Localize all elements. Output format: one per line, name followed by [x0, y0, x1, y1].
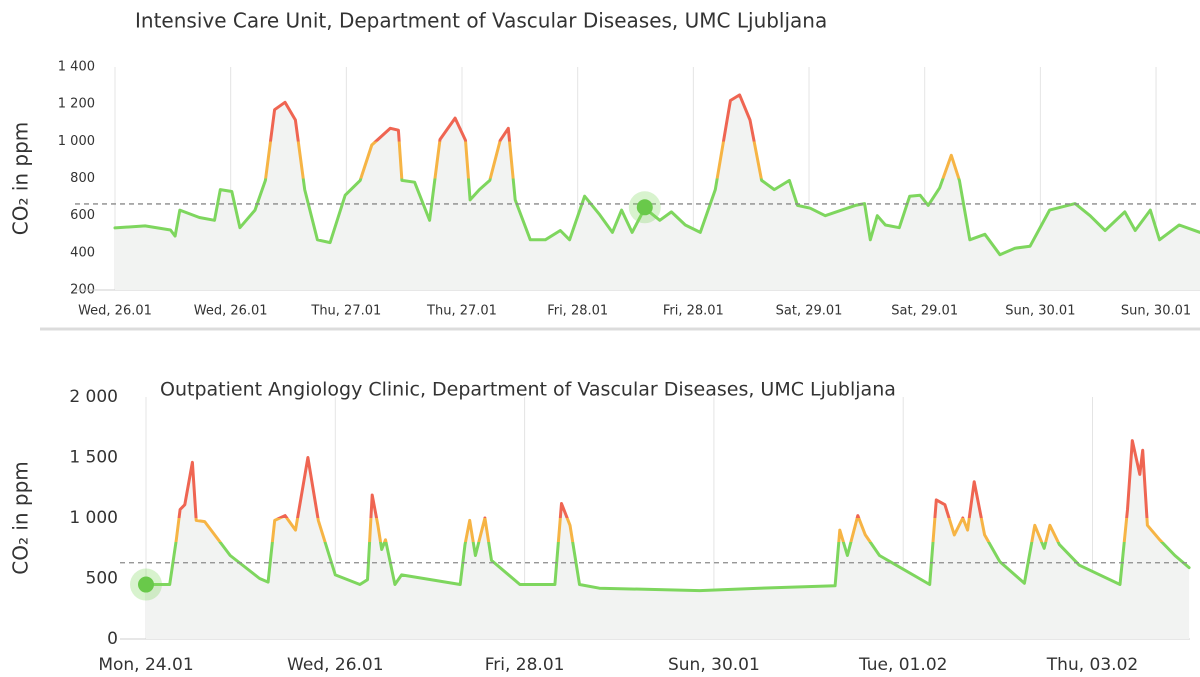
chart-title: Outpatient Angiology Clinic, Department … [160, 379, 896, 401]
area [115, 94, 1200, 291]
y-tick-label: 500 [86, 569, 118, 589]
y-tick-label: 1 500 [69, 448, 118, 468]
y-tick-label: 0 [107, 629, 118, 649]
area [146, 440, 1190, 639]
y-axis-label: CO₂ in ppm [9, 122, 33, 236]
x-tick-label: Wed, 26.01 [78, 304, 152, 319]
y-tick-label: 600 [70, 208, 95, 223]
marker [138, 576, 154, 593]
x-tick-label: Wed, 26.01 [287, 655, 384, 675]
marker [636, 199, 653, 216]
chart-title: Intensive Care Unit, Department of Vascu… [135, 9, 827, 33]
x-tick-label: Sun, 30.01 [1005, 304, 1075, 319]
y-tick-label: 1 400 [58, 60, 95, 75]
x-tick-label: Tue, 01.02 [858, 655, 948, 675]
co2-line [144, 439, 1191, 593]
x-tick-label: Sat, 29.01 [891, 304, 958, 319]
x-tick-label: Sun, 30.01 [668, 655, 760, 675]
y-tick-label: 800 [70, 171, 95, 186]
x-tick-label: Fri, 28.01 [547, 304, 608, 319]
x-tick-label: Sun, 30.01 [1121, 304, 1191, 319]
x-tick-label: Sat, 29.01 [776, 304, 843, 319]
x-tick-label: Fri, 28.01 [663, 304, 724, 319]
y-axis-label: CO₂ in ppm [9, 461, 33, 575]
x-tick-label: Thu, 27.01 [426, 304, 497, 319]
y-tick-label: 400 [70, 245, 95, 260]
x-tick-label: Thu, 03.02 [1046, 655, 1138, 675]
y-tick-label: 1 000 [69, 508, 118, 528]
y-tick-label: 1 200 [58, 97, 95, 112]
y-tick-label: 1 000 [58, 134, 95, 149]
x-tick-label: Wed, 26.01 [194, 304, 268, 319]
x-tick-label: Thu, 27.01 [310, 304, 381, 319]
co2-line [113, 93, 1200, 257]
x-tick-label: Mon, 24.01 [98, 655, 193, 675]
x-tick-label: Fri, 28.01 [485, 655, 565, 675]
y-tick-label: 2 000 [69, 387, 118, 407]
